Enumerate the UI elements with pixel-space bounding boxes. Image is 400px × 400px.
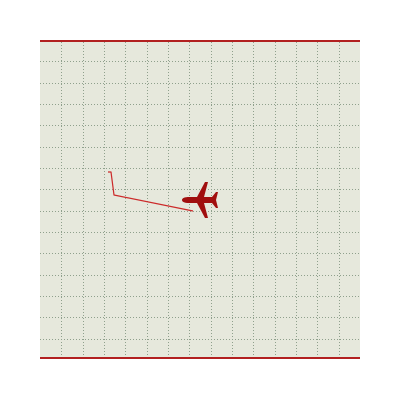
game-board[interactable] — [40, 40, 360, 359]
airplane-icon[interactable] — [182, 182, 218, 218]
top-border — [40, 40, 360, 42]
flight-path — [108, 171, 194, 212]
grid-lines — [40, 42, 360, 357]
bottom-border — [40, 357, 360, 359]
airplane-icon-shape — [182, 182, 218, 218]
game-frame — [40, 40, 360, 359]
